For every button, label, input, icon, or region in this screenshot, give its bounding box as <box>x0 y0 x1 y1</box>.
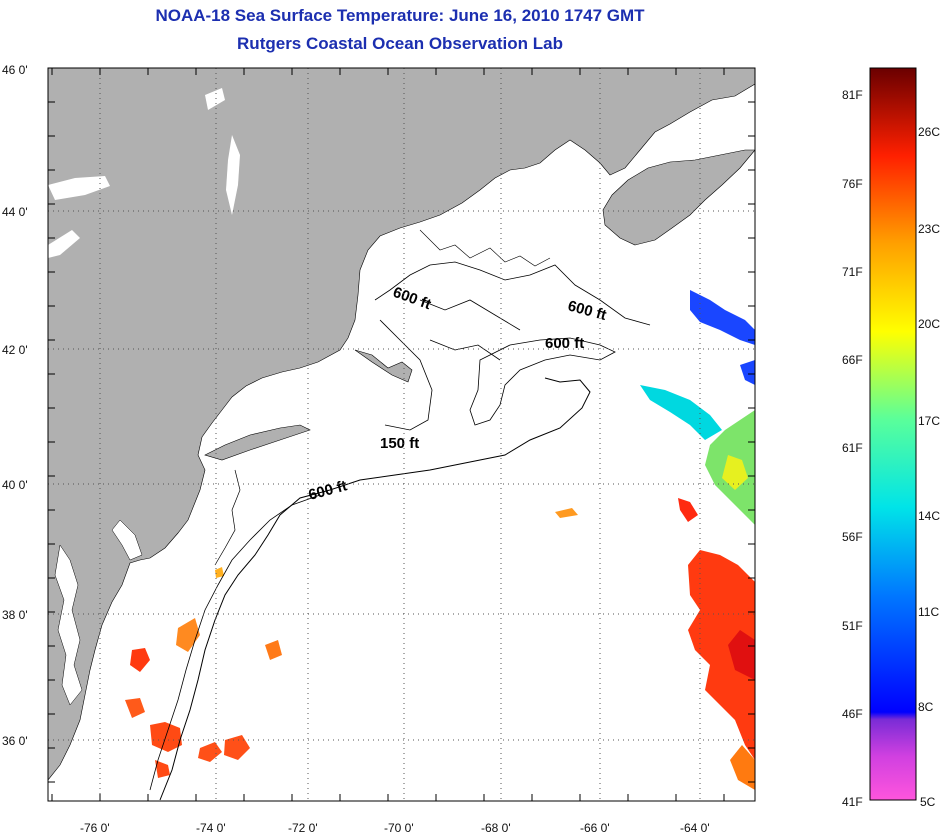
sst-patch-shelf-2 <box>265 640 282 660</box>
map-title: NOAA-18 Sea Surface Temperature: June 16… <box>155 6 645 25</box>
map-subtitle: Rutgers Coastal Ocean Observation Lab <box>237 34 563 53</box>
colorbar-f-label: 61F <box>842 441 863 455</box>
contour-gulf-of-maine <box>374 261 651 431</box>
lon-label: -72 0' <box>288 821 318 835</box>
lon-label: -74 0' <box>196 821 226 835</box>
land-nova-scotia <box>602 149 755 246</box>
contour-600ft-shelf <box>159 377 591 801</box>
map-frame <box>47 67 756 802</box>
lon-label: -68 0' <box>481 821 511 835</box>
lon-label: -64 0' <box>680 821 710 835</box>
graticule <box>48 68 755 801</box>
lake-erie <box>48 230 80 258</box>
sst-patch-shelf-4 <box>678 498 698 522</box>
colorbar-f-label: 56F <box>842 530 863 544</box>
lake-champlain <box>226 135 240 215</box>
sst-patch-shelf-6 <box>155 760 170 778</box>
sst-patch-hatteras-4 <box>130 648 150 672</box>
lat-label: 40 0' <box>2 478 28 492</box>
colorbar-f-label: 71F <box>842 265 863 279</box>
sst-patch-shelf-5 <box>215 567 224 578</box>
lat-label: 42 0' <box>2 343 28 357</box>
sst-blue-scotian <box>690 290 755 345</box>
lon-label: -70 0' <box>384 821 414 835</box>
sst-patch-shelf-3 <box>555 508 578 518</box>
contour-150ft-shelf <box>149 494 321 791</box>
colorbar-f-label: 81F <box>842 88 863 102</box>
colorbar-c-label: 26C <box>918 125 940 139</box>
land-cape-cod <box>354 349 413 383</box>
colorbar-c-label: 8C <box>918 700 934 714</box>
sst-patch-hatteras-2 <box>198 742 222 762</box>
lat-label: 38 0' <box>2 608 28 622</box>
sst-yellow-slope <box>722 455 748 490</box>
contour-nj-shelf <box>214 469 241 566</box>
lake-ontario <box>48 176 110 200</box>
colorbar-f-label: 66F <box>842 353 863 367</box>
colorbar-c-label: 5C <box>920 795 936 809</box>
colorbar-c-label: 11C <box>918 605 939 619</box>
colorbar-f-label: 76F <box>842 177 863 191</box>
sst-warm-gulfstream <box>688 550 755 760</box>
lat-label: 44 0' <box>2 205 28 219</box>
sst-orange-gulfstream <box>730 745 755 790</box>
lat-label: 46 0' <box>2 63 28 77</box>
sst-blue-edge <box>740 360 755 385</box>
contour-georges-bank <box>469 337 616 426</box>
colorbar-c-label: 20C <box>918 317 940 331</box>
lon-label: -66 0' <box>580 821 610 835</box>
map-plot-area: 600 ft 600 ft 600 ft 150 ft 600 ft <box>48 68 755 801</box>
sst-red-gulfstream <box>728 630 755 680</box>
colorbar-f-label: 41F <box>842 795 863 809</box>
colorbar-f-label: 51F <box>842 619 863 633</box>
lake-blob <box>205 88 225 110</box>
axis-ticks <box>48 67 755 801</box>
colorbar-c-label: 17C <box>918 414 940 428</box>
sst-patch-hatteras-5 <box>125 698 145 718</box>
delaware-bay <box>111 519 143 561</box>
sst-cyan-slope <box>640 385 722 440</box>
contour-label: 150 ft <box>380 435 419 452</box>
chesapeake-bay <box>54 544 83 706</box>
colorbar-c-label: 23C <box>918 222 940 236</box>
colorbar-c-label: 14C <box>918 509 940 523</box>
colorbar-gradient <box>869 67 917 801</box>
contour-coastal <box>419 229 551 267</box>
contour-label: 600 ft <box>545 335 584 352</box>
sst-patch-hatteras-3 <box>224 735 250 760</box>
lon-label: -76 0' <box>80 821 110 835</box>
land-long-island <box>204 424 311 461</box>
land-mainland <box>48 68 755 781</box>
lat-label: 36 0' <box>2 734 28 748</box>
colorbar-f-label: 46F <box>842 707 863 721</box>
